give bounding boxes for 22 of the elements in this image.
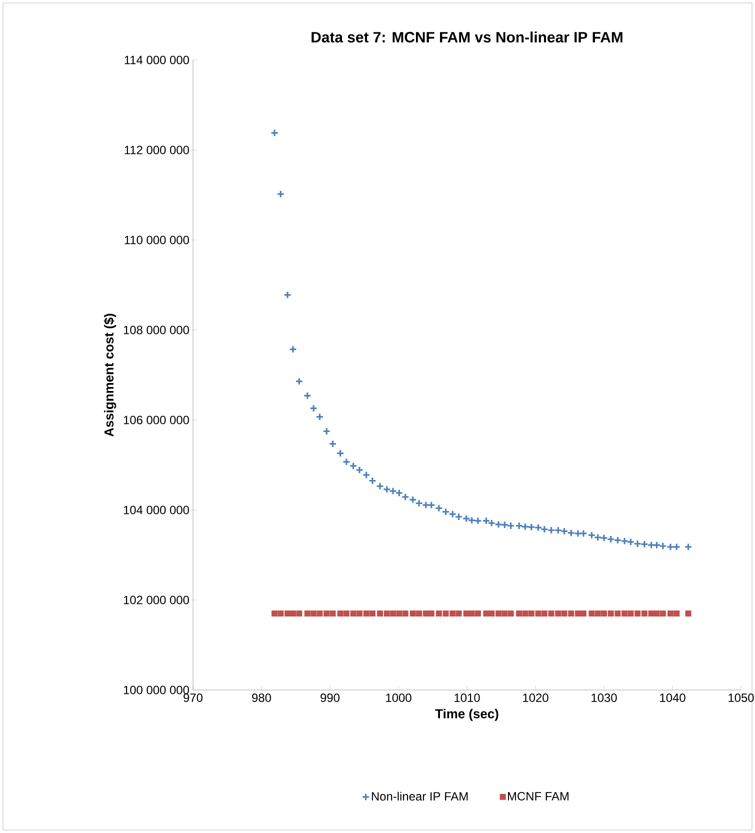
x-tick-label: 1030 [592,694,617,702]
x-tick-label: 1050 [728,694,754,702]
x-tick-label: 1010 [454,694,480,702]
y-tick-label: 108 000 000 [124,326,189,334]
x-tick-label: 1020 [523,694,548,702]
x-tick-label: 1000 [386,694,412,702]
x-tick-label: 990 [320,694,340,702]
chart-title: Data set 7: MCNF FAM vs Non-linear IP FAM [312,32,622,42]
legend-label: Non-linear IP FAM [372,792,468,801]
y-tick-label: 104 000 000 [124,506,189,514]
y-tick-label: 112 000 000 [124,146,189,154]
y-tick-label: 114 000 000 [124,56,189,64]
y-tick-label: 102 000 000 [124,596,189,604]
y-axis-title: Assignment cost ($) [104,314,116,437]
y-tick-label: 110 000 000 [124,236,189,244]
legend-label: MCNF FAM [508,792,568,800]
y-tick-label: 100 000 000 [124,686,189,694]
x-tick-label: 970 [184,694,203,702]
x-axis-title: Time (sec) [435,708,498,721]
y-tick-label: 106 000 000 [124,416,189,424]
x-tick-label: 1040 [660,694,686,702]
x-tick-label: 980 [252,694,272,702]
